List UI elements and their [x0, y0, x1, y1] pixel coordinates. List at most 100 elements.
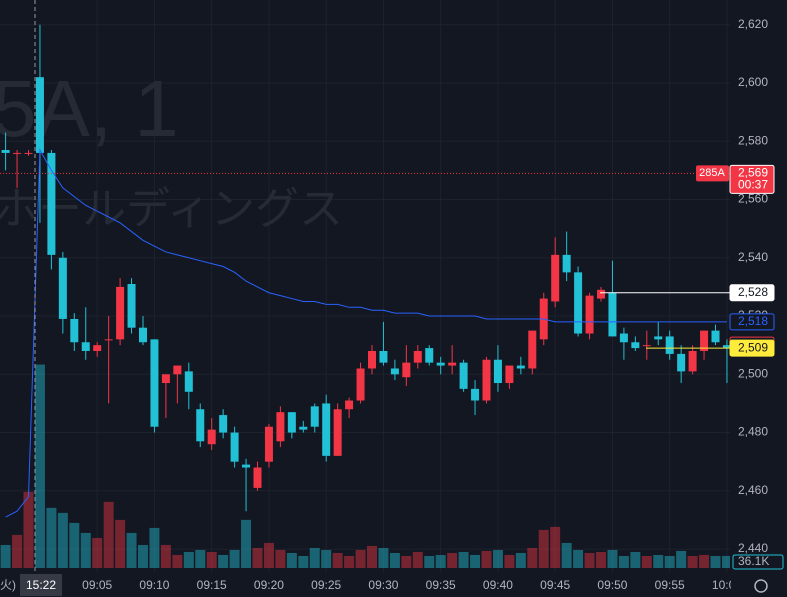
volume-bar	[573, 549, 584, 568]
volume-bar	[183, 551, 194, 568]
volume-label-box	[732, 554, 784, 570]
volume-bar	[504, 554, 515, 568]
volume-bar	[641, 555, 652, 568]
candle-body	[471, 388, 480, 401]
x-tick-label: 09:55	[655, 578, 685, 592]
volume-bar	[275, 549, 286, 568]
candle-body	[104, 339, 113, 341]
candle-body	[482, 359, 491, 401]
volume-bar	[664, 555, 675, 568]
candle-body	[139, 327, 147, 343]
y-tick-label: 2,600	[738, 75, 768, 89]
candle-body	[608, 292, 617, 337]
candle-body	[276, 412, 285, 442]
volume-bar	[710, 555, 721, 568]
candle-body	[1, 150, 10, 153]
volume-bar	[607, 549, 618, 568]
x-tick-label: 09:50	[597, 578, 627, 592]
candle-body	[688, 350, 697, 372]
volume-bar	[699, 554, 710, 568]
crosshair-box	[20, 574, 62, 596]
volume-bar	[23, 491, 34, 568]
candle-body	[81, 342, 90, 351]
volume-bar	[412, 551, 423, 568]
candle-body	[700, 330, 709, 351]
volume-bar	[92, 537, 103, 568]
candle-body	[47, 152, 56, 255]
candle-body	[585, 295, 594, 334]
candle-body	[619, 333, 628, 343]
candle-body	[528, 330, 537, 369]
volume-bar	[332, 552, 343, 568]
volume-bar	[160, 544, 171, 568]
settings-icon[interactable]	[754, 579, 768, 593]
candle-body	[13, 152, 22, 154]
volume-bar	[561, 542, 572, 568]
average-line	[5, 148, 727, 518]
volume-bar	[378, 547, 389, 568]
watermark-symbol: 5A, 1	[0, 64, 179, 153]
candle-body	[150, 339, 159, 427]
volume-bar	[46, 507, 57, 568]
volume-bar	[401, 555, 412, 568]
candle-body	[677, 353, 686, 372]
volume-bar	[344, 555, 355, 568]
candle-body	[264, 426, 273, 462]
candle-body	[574, 272, 583, 334]
x-tick-label: 09:20	[254, 578, 284, 592]
volume-bar	[447, 552, 458, 568]
volume-bar	[687, 555, 698, 568]
volume-bar	[126, 532, 137, 568]
y-tick-label: 2,440	[738, 541, 768, 555]
candle-body	[631, 342, 640, 349]
x-tick-label: 09:30	[368, 578, 398, 592]
volume-bar	[115, 519, 126, 568]
candle-body	[35, 77, 44, 153]
volume-bar	[618, 555, 629, 568]
y-tick-label: 2,620	[738, 17, 768, 31]
candle-body	[116, 286, 125, 340]
x-tick-label: 09:45	[540, 578, 570, 592]
volume-bar	[470, 554, 481, 568]
volume-bar	[80, 532, 91, 568]
candle-body	[597, 289, 605, 299]
volume-bar	[218, 554, 229, 568]
price-label-box	[729, 164, 775, 194]
price-label: 2,509	[738, 340, 768, 354]
candle-body	[379, 350, 388, 363]
volume-bar	[252, 547, 263, 568]
candle-body	[58, 257, 67, 319]
y-tick-label: 2,560	[738, 192, 768, 206]
volume-bar	[309, 547, 320, 568]
volume-bar	[206, 551, 217, 568]
candle-body	[402, 362, 411, 378]
volume-bar	[34, 364, 45, 568]
volume-bar	[321, 549, 332, 568]
candle-body	[173, 365, 182, 375]
candle-body	[413, 350, 422, 363]
volume-bar	[138, 544, 148, 568]
candle-body	[161, 374, 170, 384]
symbol-tag: 285A	[699, 167, 725, 179]
volume-bar	[424, 555, 435, 568]
candle-body	[368, 350, 376, 369]
candle-body	[70, 318, 79, 343]
price-label-sub: 00:37	[738, 177, 768, 191]
candle-body	[436, 362, 445, 366]
volume-bar	[57, 512, 68, 568]
candle-body	[505, 365, 514, 384]
candle-body	[287, 412, 296, 433]
candle-body	[310, 406, 319, 427]
candle-body	[93, 345, 102, 351]
candle-body	[654, 336, 663, 340]
candle-body	[322, 403, 331, 456]
volume-bar	[355, 549, 366, 568]
crosshair-label: 15:22	[26, 578, 56, 592]
candle-body	[230, 432, 239, 462]
candle-body	[299, 426, 308, 430]
volume-bar	[481, 550, 492, 568]
volume-bar	[298, 555, 309, 568]
volume-bar	[149, 527, 160, 568]
x-tick-label: 09:15	[197, 578, 227, 592]
candle-body	[207, 429, 216, 445]
